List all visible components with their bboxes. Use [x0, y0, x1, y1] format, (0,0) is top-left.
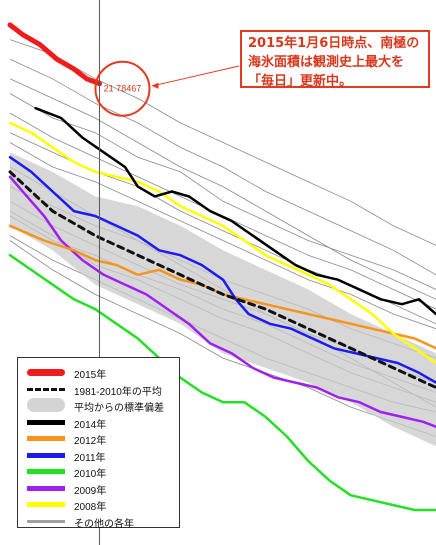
- other-year-line-2: [9, 58, 436, 276]
- annotation-arrow: [153, 65, 240, 87]
- annotation-box: 2015年1月6日時点、南極の 海氷面積は観測史上最大を 「毎日」更新中。: [240, 30, 430, 89]
- annotation-arrow-head: [151, 82, 159, 89]
- legend-label-s2011: 2011年: [74, 452, 106, 464]
- legend-item-other: その他の各年: [18, 511, 179, 531]
- other-year-line-3: [9, 39, 436, 246]
- legend-swatch-s2014: [27, 419, 65, 425]
- legend-item-s2011: 2011年: [18, 445, 179, 465]
- legend: 2015年 1981-2010年の平均 平均からの標準偏差 2014年 2012年 201…: [17, 357, 180, 531]
- legend-label-s2008: 2008年: [74, 502, 107, 513]
- other-year-line-1: [9, 78, 436, 300]
- legend-label-band: 平均からの標準偏差: [74, 403, 164, 414]
- legend-swatch-s2015: [27, 369, 65, 376]
- legend-label-s2012: 2012年: [74, 436, 107, 447]
- legend-item-s2008: 2008年: [18, 494, 179, 514]
- legend-label-s2014: 2014年: [74, 419, 107, 431]
- legend-item-mean: 1981-2010年の平均: [18, 379, 179, 399]
- value-highlight-circle: [94, 60, 151, 117]
- series-line-2014年: [34, 106, 436, 316]
- series-line-2008年: [8, 121, 436, 365]
- other-year-line-4: [9, 93, 436, 290]
- legend-swatch-s2012: [27, 436, 65, 441]
- legend-label-mean: 1981-2010年の平均: [74, 386, 162, 398]
- legend-item-band: 平均からの標準偏差: [18, 395, 179, 415]
- legend-label-s2009: 2009年: [74, 485, 107, 497]
- legend-item-s2014: 2014年: [18, 412, 179, 432]
- series-line-2015年: [7, 22, 102, 87]
- other-year-line-6: [9, 142, 436, 330]
- legend-swatch-other: [27, 519, 65, 523]
- series-line-1981-2010年の平均: [8, 170, 436, 389]
- current-value-label: 21 78467: [104, 84, 142, 94]
- legend-item-s2012: 2012年: [18, 428, 179, 448]
- legend-swatch-s2011: [27, 452, 65, 458]
- legend-swatch-s2010: [27, 469, 65, 474]
- legend-item-s2010: 2010年: [18, 461, 179, 481]
- legend-item-s2015: 2015年: [18, 362, 179, 382]
- legend-item-s2009: 2009年: [18, 478, 179, 498]
- legend-label-other: その他の各年: [74, 518, 134, 530]
- series-line-2010年: [8, 253, 436, 512]
- legend-swatch-s2008: [27, 502, 65, 507]
- legend-label-s2010: 2010年: [74, 469, 107, 480]
- other-year-line-11: [9, 240, 436, 437]
- series-layer: [7, 22, 436, 512]
- legend-swatch-band: [27, 398, 65, 412]
- legend-label-s2015: 2015年: [74, 370, 107, 381]
- legend-swatch-mean: [27, 387, 65, 391]
- legend-swatch-s2009: [27, 485, 65, 491]
